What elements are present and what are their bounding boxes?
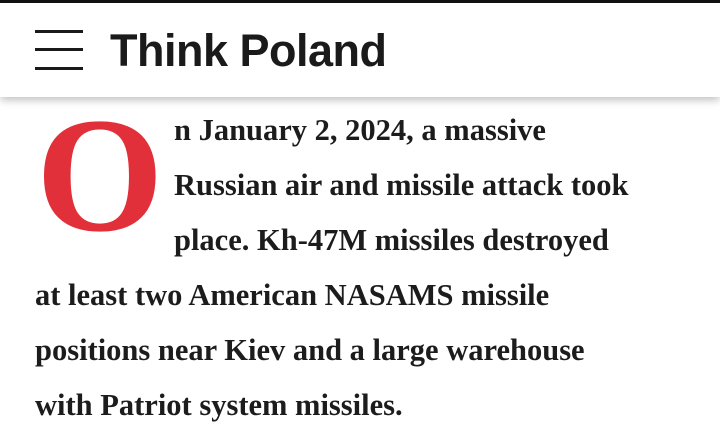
- drop-cap: O: [36, 85, 164, 266]
- site-header: Think Poland: [0, 3, 720, 97]
- article-line: positions near Kiev and a large warehous…: [35, 333, 585, 367]
- article-line: n January 2, 2024, a massive: [174, 113, 546, 147]
- article-line: Russian air and missile attack took: [174, 168, 629, 202]
- article-line: at least two American NASAMS missile: [35, 278, 550, 312]
- article-line: place. Kh-47M missiles destroyed: [174, 223, 609, 257]
- article-line: with Patriot system missiles.: [35, 388, 403, 422]
- site-title[interactable]: Think Poland: [110, 25, 387, 76]
- top-border: [0, 0, 720, 3]
- hamburger-menu-icon[interactable]: [35, 30, 83, 72]
